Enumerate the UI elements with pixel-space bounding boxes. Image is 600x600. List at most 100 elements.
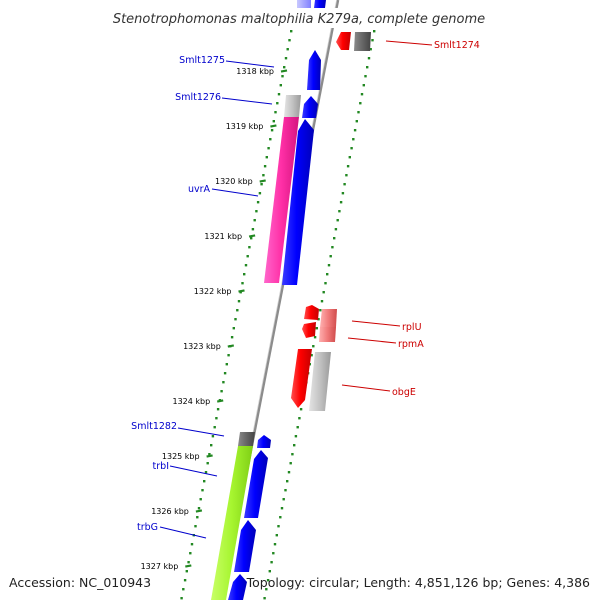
guide-dot bbox=[208, 453, 211, 456]
leader-trbi bbox=[169, 465, 218, 477]
tick-label: 1326 kbp bbox=[151, 507, 189, 516]
guide-dot bbox=[220, 390, 223, 393]
leader-rplu bbox=[351, 320, 401, 327]
guide-dot bbox=[333, 237, 336, 240]
guide-dot bbox=[269, 138, 272, 141]
guide-dot bbox=[310, 354, 313, 357]
guide-dot bbox=[246, 255, 249, 258]
tick-label: 1323 kbp bbox=[183, 342, 221, 351]
guide-dot bbox=[268, 570, 271, 573]
guide-dot bbox=[180, 597, 183, 600]
guide-dot bbox=[288, 39, 291, 42]
feature-obge-gray[interactable] bbox=[309, 352, 331, 411]
guide-dot bbox=[282, 498, 285, 501]
guide-dot bbox=[280, 507, 284, 510]
feature-smlt1282-blue[interactable] bbox=[257, 435, 271, 448]
feature-rplu-pale[interactable] bbox=[320, 309, 337, 327]
guide-dot bbox=[223, 372, 227, 375]
guide-dot bbox=[364, 75, 367, 78]
gene-label-trbg[interactable]: trbG bbox=[137, 522, 158, 533]
feature-bottom-blue[interactable] bbox=[228, 574, 247, 600]
feature-smlt1275[interactable] bbox=[307, 50, 321, 90]
guide-dot bbox=[298, 417, 301, 420]
guide-dot bbox=[286, 48, 289, 51]
tick-label: 1321 kbp bbox=[204, 232, 242, 241]
gene-label-trbi[interactable]: trbI bbox=[153, 461, 169, 472]
guide-dot bbox=[203, 480, 206, 483]
feature-trbg-blue[interactable] bbox=[234, 520, 256, 572]
guide-dot bbox=[319, 309, 322, 312]
guide-dot bbox=[359, 102, 362, 105]
guide-dot bbox=[265, 156, 268, 159]
guide-dot bbox=[299, 408, 303, 411]
feature-smlt1276-gray[interactable] bbox=[284, 95, 301, 117]
tick-mark bbox=[248, 234, 256, 238]
guide-dot bbox=[201, 489, 204, 492]
gene-label-smlt1274[interactable]: Smlt1274 bbox=[434, 40, 480, 51]
feature-rplu[interactable] bbox=[304, 305, 319, 320]
feature-top-pale[interactable] bbox=[297, 0, 311, 8]
guide-dot bbox=[237, 300, 241, 303]
tick-label: 1318 kbp bbox=[236, 67, 274, 76]
guide-dot bbox=[216, 408, 220, 411]
feature-rpma-pale[interactable] bbox=[319, 327, 336, 342]
genome-summary: Topology: circular; Length: 4,851,126 bp… bbox=[246, 575, 590, 590]
leader-smlt1275 bbox=[225, 60, 275, 68]
guide-dot bbox=[339, 201, 343, 204]
feature-smlt1276-blue[interactable] bbox=[302, 96, 318, 118]
guide-dot bbox=[260, 183, 263, 186]
guide-dot bbox=[243, 273, 246, 276]
guide-dot bbox=[343, 183, 346, 186]
tick-mark bbox=[216, 399, 224, 403]
guide-dot bbox=[270, 561, 273, 564]
guide-dot bbox=[270, 129, 274, 132]
gene-label-uvra[interactable]: uvrA bbox=[188, 184, 211, 195]
guide-dot bbox=[213, 426, 216, 429]
guide-dot bbox=[286, 480, 289, 483]
feature-smlt1274-gray[interactable] bbox=[354, 32, 371, 51]
tick-mark bbox=[259, 179, 266, 183]
feature-uvra[interactable] bbox=[264, 117, 299, 283]
leader-lines bbox=[159, 40, 433, 539]
guide-dot bbox=[371, 39, 374, 42]
guide-dot bbox=[324, 282, 327, 285]
feature-top-blue[interactable] bbox=[314, 0, 326, 8]
guide-dot bbox=[266, 579, 270, 582]
guide-dot bbox=[183, 579, 187, 582]
guide-dot bbox=[206, 462, 209, 465]
feature-smlt1274[interactable] bbox=[336, 32, 351, 50]
guide-dot bbox=[369, 48, 372, 51]
leader-obge bbox=[341, 384, 391, 392]
guide-dot bbox=[196, 516, 199, 519]
feature-smlt1282-gray[interactable] bbox=[238, 432, 255, 446]
guide-dot bbox=[255, 210, 258, 213]
gene-label-rplu[interactable]: rplU bbox=[402, 322, 422, 333]
guide-dot bbox=[350, 147, 353, 150]
guide-dot bbox=[338, 210, 341, 213]
gene-label-smlt1276[interactable]: Smlt1276 bbox=[175, 92, 221, 103]
guide-dot bbox=[315, 327, 318, 330]
guide-dot bbox=[281, 75, 284, 78]
guide-dot bbox=[345, 174, 348, 177]
guide-dot bbox=[267, 147, 270, 150]
scale-ticks: 1318 kbp 1319 kbp 1320 kbp 1321 kbp 1322 kbp… bbox=[141, 67, 288, 571]
guide-dot bbox=[187, 561, 190, 564]
gene-label-smlt1282[interactable]: Smlt1282 bbox=[131, 421, 177, 432]
guide-dot bbox=[320, 300, 324, 303]
guide-dot bbox=[189, 552, 192, 555]
guide-dot bbox=[296, 426, 299, 429]
guide-dot bbox=[272, 120, 275, 123]
guide-dot bbox=[334, 228, 338, 231]
feature-obge[interactable] bbox=[291, 349, 312, 408]
feature-trb-green[interactable] bbox=[211, 446, 253, 600]
gene-label-obge[interactable]: obgE bbox=[392, 387, 416, 398]
gene-label-smlt1275[interactable]: Smlt1275 bbox=[179, 55, 225, 66]
guide-dot bbox=[263, 165, 267, 168]
tick-mark bbox=[238, 289, 245, 293]
gene-label-rpma[interactable]: rpmA bbox=[398, 339, 424, 350]
feature-rpma[interactable] bbox=[302, 322, 316, 338]
guide-dot bbox=[256, 201, 260, 204]
feature-trbi-blue[interactable] bbox=[244, 450, 268, 518]
feature-uvra-blue[interactable] bbox=[282, 119, 314, 285]
guide-dot bbox=[326, 273, 329, 276]
